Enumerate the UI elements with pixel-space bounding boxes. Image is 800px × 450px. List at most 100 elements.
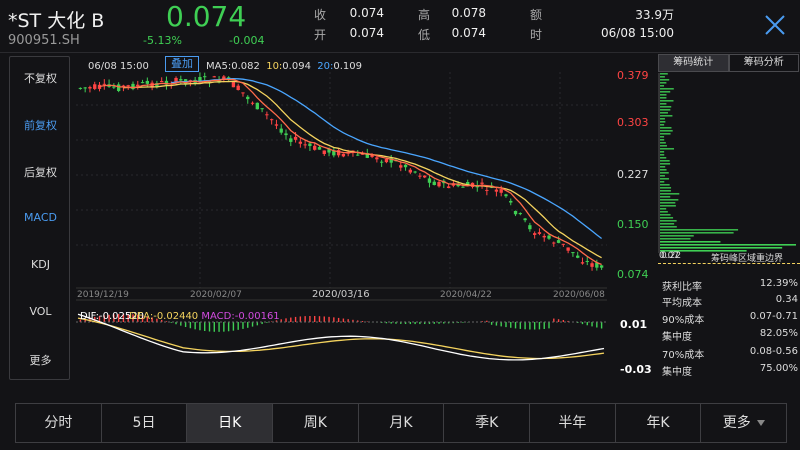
- chip-bar: [660, 178, 669, 180]
- ma20-label: 20:: [317, 61, 334, 72]
- candle-body: [408, 169, 413, 173]
- chip-bar: [660, 163, 671, 165]
- chip-bar: [660, 220, 677, 222]
- quote-high-value: 0.078: [451, 6, 486, 20]
- candle-body: [93, 84, 97, 89]
- candle-body: [356, 154, 360, 156]
- chip-bar: [660, 199, 679, 201]
- candle-body: [265, 114, 269, 116]
- candle-body: [78, 87, 83, 89]
- candle-body: [485, 189, 489, 191]
- menu-forward-adjust[interactable]: 前复权: [24, 119, 57, 132]
- menu-macd[interactable]: MACD: [24, 211, 57, 224]
- candle-body: [561, 243, 566, 245]
- chip-bar: [660, 73, 668, 75]
- chip-bar: [660, 151, 665, 153]
- candle-body: [293, 136, 298, 140]
- ma5-label: MA5:: [206, 61, 232, 72]
- candle-body: [112, 86, 116, 88]
- menu-no-adjust[interactable]: 不复权: [24, 72, 57, 85]
- chip-bar: [660, 184, 670, 186]
- chip-bar: [660, 145, 667, 147]
- macd-value: MACD:-0.00161: [201, 311, 280, 322]
- candle-body: [145, 80, 150, 84]
- change-amount: -0.004: [229, 34, 265, 47]
- tab-quarterly-k[interactable]: 季K: [444, 404, 531, 442]
- candle-body: [494, 189, 499, 192]
- candle-body: [140, 82, 145, 84]
- macd-tick-0: 0.01: [620, 318, 648, 331]
- indicator-menu: 不复权 前复权 后复权 MACD KDJ VOL 更多: [9, 56, 70, 380]
- overlay-button[interactable]: 叠加: [165, 56, 199, 72]
- quote-time-label: 时: [530, 28, 543, 42]
- chip-bar: [660, 202, 676, 204]
- chip-bar: [660, 82, 667, 84]
- candle-body: [461, 186, 465, 188]
- quote-open-label: 开: [314, 28, 327, 42]
- chip-bar: [660, 118, 665, 120]
- candle-body: [222, 76, 226, 80]
- chip-bar: [660, 193, 680, 195]
- stat-profit-ratio: 获利比率 12.39%: [662, 278, 798, 293]
- candle-body: [236, 85, 240, 90]
- candle-body: [499, 189, 503, 193]
- candle-body: [542, 235, 546, 238]
- chip-distribution-chart: [658, 73, 796, 253]
- chip-bar: [660, 205, 676, 207]
- candle-body: [595, 262, 599, 268]
- stock-code: 900951.SH: [8, 33, 80, 48]
- tab-chip-stats[interactable]: 筹码统计: [658, 54, 729, 72]
- ma20-line: [171, 77, 603, 240]
- chip-bar: [660, 250, 747, 252]
- candle-body: [566, 247, 570, 251]
- chip-bar: [660, 181, 665, 183]
- chip-bar: [660, 211, 668, 213]
- menu-more[interactable]: 更多: [29, 354, 52, 367]
- chip-divider: [658, 263, 800, 264]
- candle-body: [284, 133, 288, 136]
- tab-more[interactable]: 更多: [701, 404, 786, 442]
- chip-bar: [660, 94, 667, 96]
- chip-bar: [660, 172, 669, 174]
- menu-backward-adjust[interactable]: 后复权: [24, 166, 57, 179]
- dif-line: [77, 313, 605, 361]
- tab-5day[interactable]: 5日: [102, 404, 188, 442]
- candle-body: [212, 76, 216, 78]
- candle-body: [274, 124, 279, 126]
- price-tick-4: 0.074: [617, 268, 649, 281]
- tab-intraday[interactable]: 分时: [16, 404, 102, 442]
- kline-chart: [76, 72, 607, 361]
- menu-kdj[interactable]: KDJ: [31, 258, 50, 271]
- close-icon[interactable]: [762, 12, 788, 38]
- candle-body: [370, 154, 374, 157]
- quote-amount-label: 额: [530, 8, 543, 22]
- chip-bar: [660, 121, 666, 123]
- candle-body: [403, 164, 408, 168]
- candle-body: [509, 200, 513, 203]
- quote-amount-value: 33.9万: [635, 8, 674, 22]
- candle-body: [585, 260, 589, 262]
- candle-body: [88, 87, 92, 89]
- candle-body: [332, 150, 336, 156]
- chip-bar: [660, 208, 667, 210]
- candle-body: [116, 84, 121, 91]
- tab-chip-analysis[interactable]: 筹码分析: [728, 54, 799, 72]
- stat-90-concentration: 集中度 82.05%: [662, 328, 798, 343]
- quote-close-label: 收: [314, 8, 327, 22]
- quote-close-value: 0.074: [349, 6, 384, 20]
- menu-vol[interactable]: VOL: [29, 305, 52, 318]
- tab-monthly-k[interactable]: 月K: [359, 404, 445, 442]
- quote-low-value: 0.074: [451, 26, 486, 40]
- chip-bar: [660, 91, 671, 93]
- tab-halfyear-k[interactable]: 半年: [530, 404, 616, 442]
- candle-body: [136, 84, 140, 87]
- chip-bar: [660, 190, 671, 192]
- tab-yearly-k[interactable]: 年K: [616, 404, 702, 442]
- candle-body: [413, 171, 417, 173]
- candle-body: [97, 84, 102, 89]
- tab-daily-k[interactable]: 日K: [187, 404, 274, 442]
- candle-body: [327, 148, 331, 153]
- chip-bar: [660, 154, 665, 156]
- tab-weekly-k[interactable]: 周K: [273, 404, 359, 442]
